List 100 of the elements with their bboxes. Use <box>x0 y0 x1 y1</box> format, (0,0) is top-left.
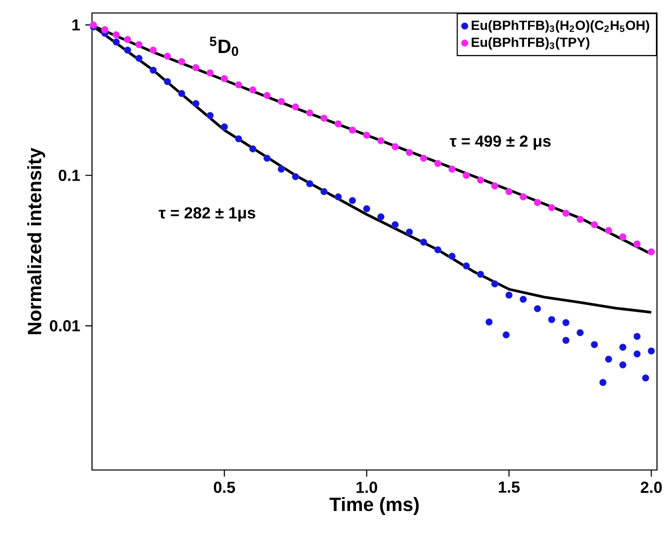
point <box>476 176 484 184</box>
point <box>642 374 650 382</box>
point <box>334 120 342 128</box>
point <box>150 66 157 74</box>
point <box>124 46 132 54</box>
point <box>234 81 242 88</box>
point <box>192 100 200 108</box>
point <box>164 52 172 60</box>
point <box>619 344 626 351</box>
y-tick-label: 0.1 <box>58 170 80 182</box>
x-tick-label: 1.0 <box>356 482 378 493</box>
point <box>562 336 570 344</box>
point <box>576 216 584 223</box>
point <box>562 210 570 217</box>
point <box>534 198 542 206</box>
point <box>448 252 456 260</box>
x-tick-label: 2.0 <box>640 482 662 493</box>
point <box>520 296 527 303</box>
point <box>377 137 385 144</box>
annotation: $^{5}$D$_{0}$ <box>210 36 238 56</box>
point <box>590 221 598 228</box>
point <box>633 332 641 340</box>
point <box>491 182 498 190</box>
point <box>406 228 413 236</box>
point <box>363 205 370 212</box>
y-tick-label: 0.01 <box>50 320 80 332</box>
point <box>505 291 513 299</box>
point <box>363 132 370 139</box>
point <box>548 204 556 212</box>
x-axis-title: Time (ms) <box>330 497 419 515</box>
point <box>406 148 413 156</box>
point <box>278 166 285 173</box>
point <box>112 38 120 46</box>
point <box>491 280 498 288</box>
point <box>150 46 157 54</box>
point <box>377 213 385 220</box>
point <box>392 221 399 228</box>
point <box>220 123 228 130</box>
point <box>448 166 456 173</box>
point <box>605 356 612 363</box>
point <box>306 109 314 117</box>
point <box>434 160 442 168</box>
y-axis-title: Normalized intensity <box>27 148 46 334</box>
point <box>392 143 399 150</box>
point <box>520 193 527 200</box>
point <box>505 188 513 196</box>
point <box>619 361 626 368</box>
point <box>502 331 510 338</box>
point <box>548 316 556 324</box>
point <box>112 31 120 38</box>
point <box>192 64 200 72</box>
point <box>320 188 328 196</box>
point <box>263 154 271 162</box>
point <box>605 226 612 234</box>
point <box>648 248 655 256</box>
point <box>633 240 641 248</box>
point <box>462 262 470 270</box>
point <box>590 341 598 348</box>
point <box>178 90 186 98</box>
legend-label: Eu(BPhTFB)$_{3}$(TPY) <box>472 37 590 50</box>
point <box>124 36 132 44</box>
point <box>576 329 584 336</box>
annotation: τ = 282 ± 1μs <box>158 207 256 222</box>
point <box>206 69 214 76</box>
point <box>306 180 314 188</box>
point <box>648 347 655 355</box>
point <box>135 54 143 62</box>
point <box>220 74 228 82</box>
point <box>206 112 214 120</box>
point <box>249 86 256 94</box>
point <box>164 78 172 86</box>
point <box>292 173 300 180</box>
x-tick-label: 1.5 <box>498 482 520 493</box>
point <box>534 305 542 312</box>
x-tick-label: 0.5 <box>214 482 236 493</box>
point <box>420 238 428 246</box>
point <box>292 103 300 111</box>
point <box>434 246 442 254</box>
point <box>334 193 342 200</box>
point <box>348 126 356 134</box>
point <box>562 319 570 326</box>
point <box>348 196 356 204</box>
point <box>485 318 493 326</box>
point <box>462 172 470 179</box>
point <box>135 40 143 48</box>
y-tick-label: 1 <box>72 19 80 30</box>
point <box>263 92 271 100</box>
point <box>320 114 328 122</box>
point <box>476 270 484 278</box>
point <box>278 98 285 106</box>
point <box>619 233 626 240</box>
point <box>599 378 607 386</box>
point <box>234 135 242 142</box>
point <box>633 350 641 358</box>
text: Eu(BPhTFB)$_{3}$(H$_{2}$O)(C$_{2}$H$_{5}$OH) <box>472 20 650 33</box>
point <box>420 154 428 162</box>
point <box>178 58 186 66</box>
point <box>249 145 256 152</box>
annotation: τ = 499 ± 2 μs <box>450 135 551 150</box>
point <box>101 26 108 34</box>
